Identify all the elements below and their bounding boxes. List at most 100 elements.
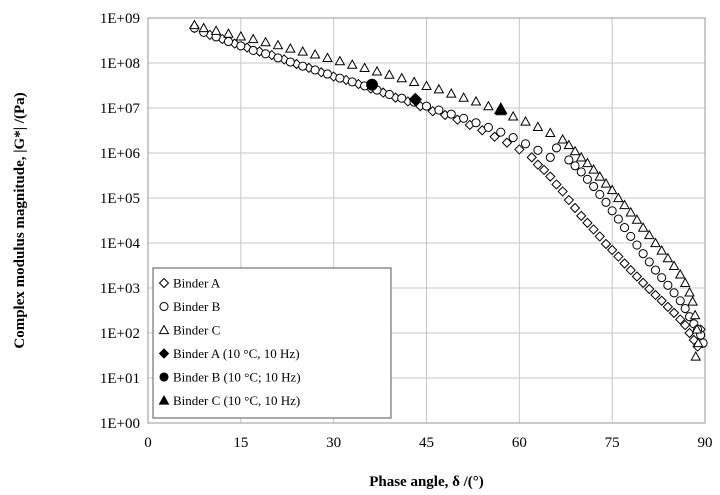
legend-entry: Binder B bbox=[159, 299, 221, 314]
data-point bbox=[483, 100, 494, 111]
data-point bbox=[601, 197, 611, 207]
data-point bbox=[563, 194, 575, 206]
data-point bbox=[335, 73, 345, 83]
data-point bbox=[421, 80, 432, 90]
data-point bbox=[310, 65, 320, 75]
data-point bbox=[662, 252, 674, 263]
data-point bbox=[692, 337, 704, 348]
y-tick-label: 1E+08 bbox=[100, 56, 140, 72]
data-point bbox=[675, 296, 685, 306]
legend-label: Binder A (10 °C, 10 Hz) bbox=[173, 346, 300, 361]
y-tick-label: 1E+03 bbox=[100, 281, 140, 297]
data-point bbox=[322, 52, 333, 62]
data-point bbox=[396, 72, 408, 83]
data-point bbox=[679, 277, 691, 287]
data-point bbox=[520, 116, 531, 126]
data-point bbox=[674, 268, 686, 279]
data-point bbox=[619, 258, 630, 269]
data-point bbox=[619, 199, 630, 210]
data-point bbox=[284, 42, 296, 53]
data-point bbox=[483, 122, 493, 132]
data-point bbox=[507, 110, 519, 121]
data-point bbox=[689, 309, 701, 320]
data-point bbox=[532, 121, 544, 132]
data-markers bbox=[189, 19, 708, 361]
data-point bbox=[582, 157, 593, 168]
data-point bbox=[471, 118, 481, 128]
x-tick-label: 30 bbox=[326, 435, 341, 451]
data-point bbox=[366, 78, 378, 91]
data-point bbox=[662, 301, 674, 313]
data-point bbox=[564, 155, 574, 165]
data-point bbox=[650, 289, 661, 301]
data-point bbox=[643, 229, 655, 240]
data-point bbox=[545, 152, 555, 162]
data-point bbox=[663, 280, 673, 290]
x-tick-label: 45 bbox=[419, 435, 434, 451]
data-point bbox=[285, 57, 295, 67]
data-point bbox=[569, 145, 581, 156]
legend-label: Binder B (10 °C; 10 Hz) bbox=[173, 370, 301, 385]
data-point bbox=[198, 22, 210, 33]
data-point bbox=[613, 214, 623, 224]
data-point bbox=[656, 245, 668, 255]
data-point bbox=[582, 217, 593, 229]
data-point bbox=[421, 101, 432, 111]
legend-marker bbox=[159, 301, 169, 312]
data-point bbox=[273, 53, 283, 63]
data-point bbox=[595, 189, 605, 199]
data-point bbox=[569, 202, 581, 214]
y-tick-label: 1E+09 bbox=[100, 11, 140, 27]
data-point bbox=[434, 105, 444, 115]
data-point bbox=[613, 192, 624, 203]
x-tick-label: 90 bbox=[698, 435, 713, 451]
legend-marker bbox=[159, 372, 169, 382]
data-point bbox=[690, 350, 702, 361]
data-point bbox=[408, 76, 420, 87]
data-point bbox=[631, 271, 643, 282]
data-point bbox=[650, 237, 661, 248]
data-point bbox=[691, 323, 703, 334]
y-tick-label: 1E+01 bbox=[100, 371, 140, 387]
legend-entry: Binder C bbox=[158, 323, 220, 338]
data-point bbox=[644, 283, 655, 295]
data-point bbox=[538, 164, 550, 176]
data-point bbox=[684, 286, 695, 297]
data-point bbox=[551, 179, 562, 190]
x-tick-label: 60 bbox=[512, 435, 527, 451]
data-point bbox=[446, 109, 456, 119]
data-point bbox=[236, 41, 246, 51]
data-point bbox=[309, 48, 321, 59]
data-point bbox=[638, 249, 648, 259]
x-tick-label: 15 bbox=[233, 435, 248, 451]
x-tick-label: 75 bbox=[605, 435, 620, 451]
data-point bbox=[557, 133, 569, 144]
y-tick-label: 1E+04 bbox=[100, 236, 141, 252]
legend: Binder A Binder B Binder C Binder A (10 °C,… bbox=[152, 267, 392, 419]
data-point bbox=[223, 28, 234, 38]
y-tick-label: 1E+00 bbox=[100, 416, 140, 432]
legend-box bbox=[152, 267, 392, 419]
data-point bbox=[297, 45, 309, 56]
data-point bbox=[668, 260, 680, 270]
data-point bbox=[607, 206, 617, 216]
data-point bbox=[657, 273, 667, 283]
data-point bbox=[619, 223, 630, 233]
data-point bbox=[520, 139, 531, 149]
data-point bbox=[470, 95, 482, 106]
data-point bbox=[588, 224, 599, 235]
data-point bbox=[544, 127, 556, 137]
data-point bbox=[532, 159, 544, 170]
data-point bbox=[557, 186, 568, 197]
series-binder-c-10-c-10-hz bbox=[493, 101, 508, 115]
legend-label: Binder A bbox=[173, 276, 221, 291]
data-point bbox=[533, 145, 543, 155]
data-point bbox=[247, 33, 259, 44]
data-point bbox=[684, 327, 695, 339]
data-point bbox=[459, 113, 469, 123]
data-point bbox=[606, 244, 618, 256]
data-point bbox=[588, 163, 599, 174]
data-point bbox=[501, 137, 513, 148]
data-point bbox=[189, 19, 200, 30]
